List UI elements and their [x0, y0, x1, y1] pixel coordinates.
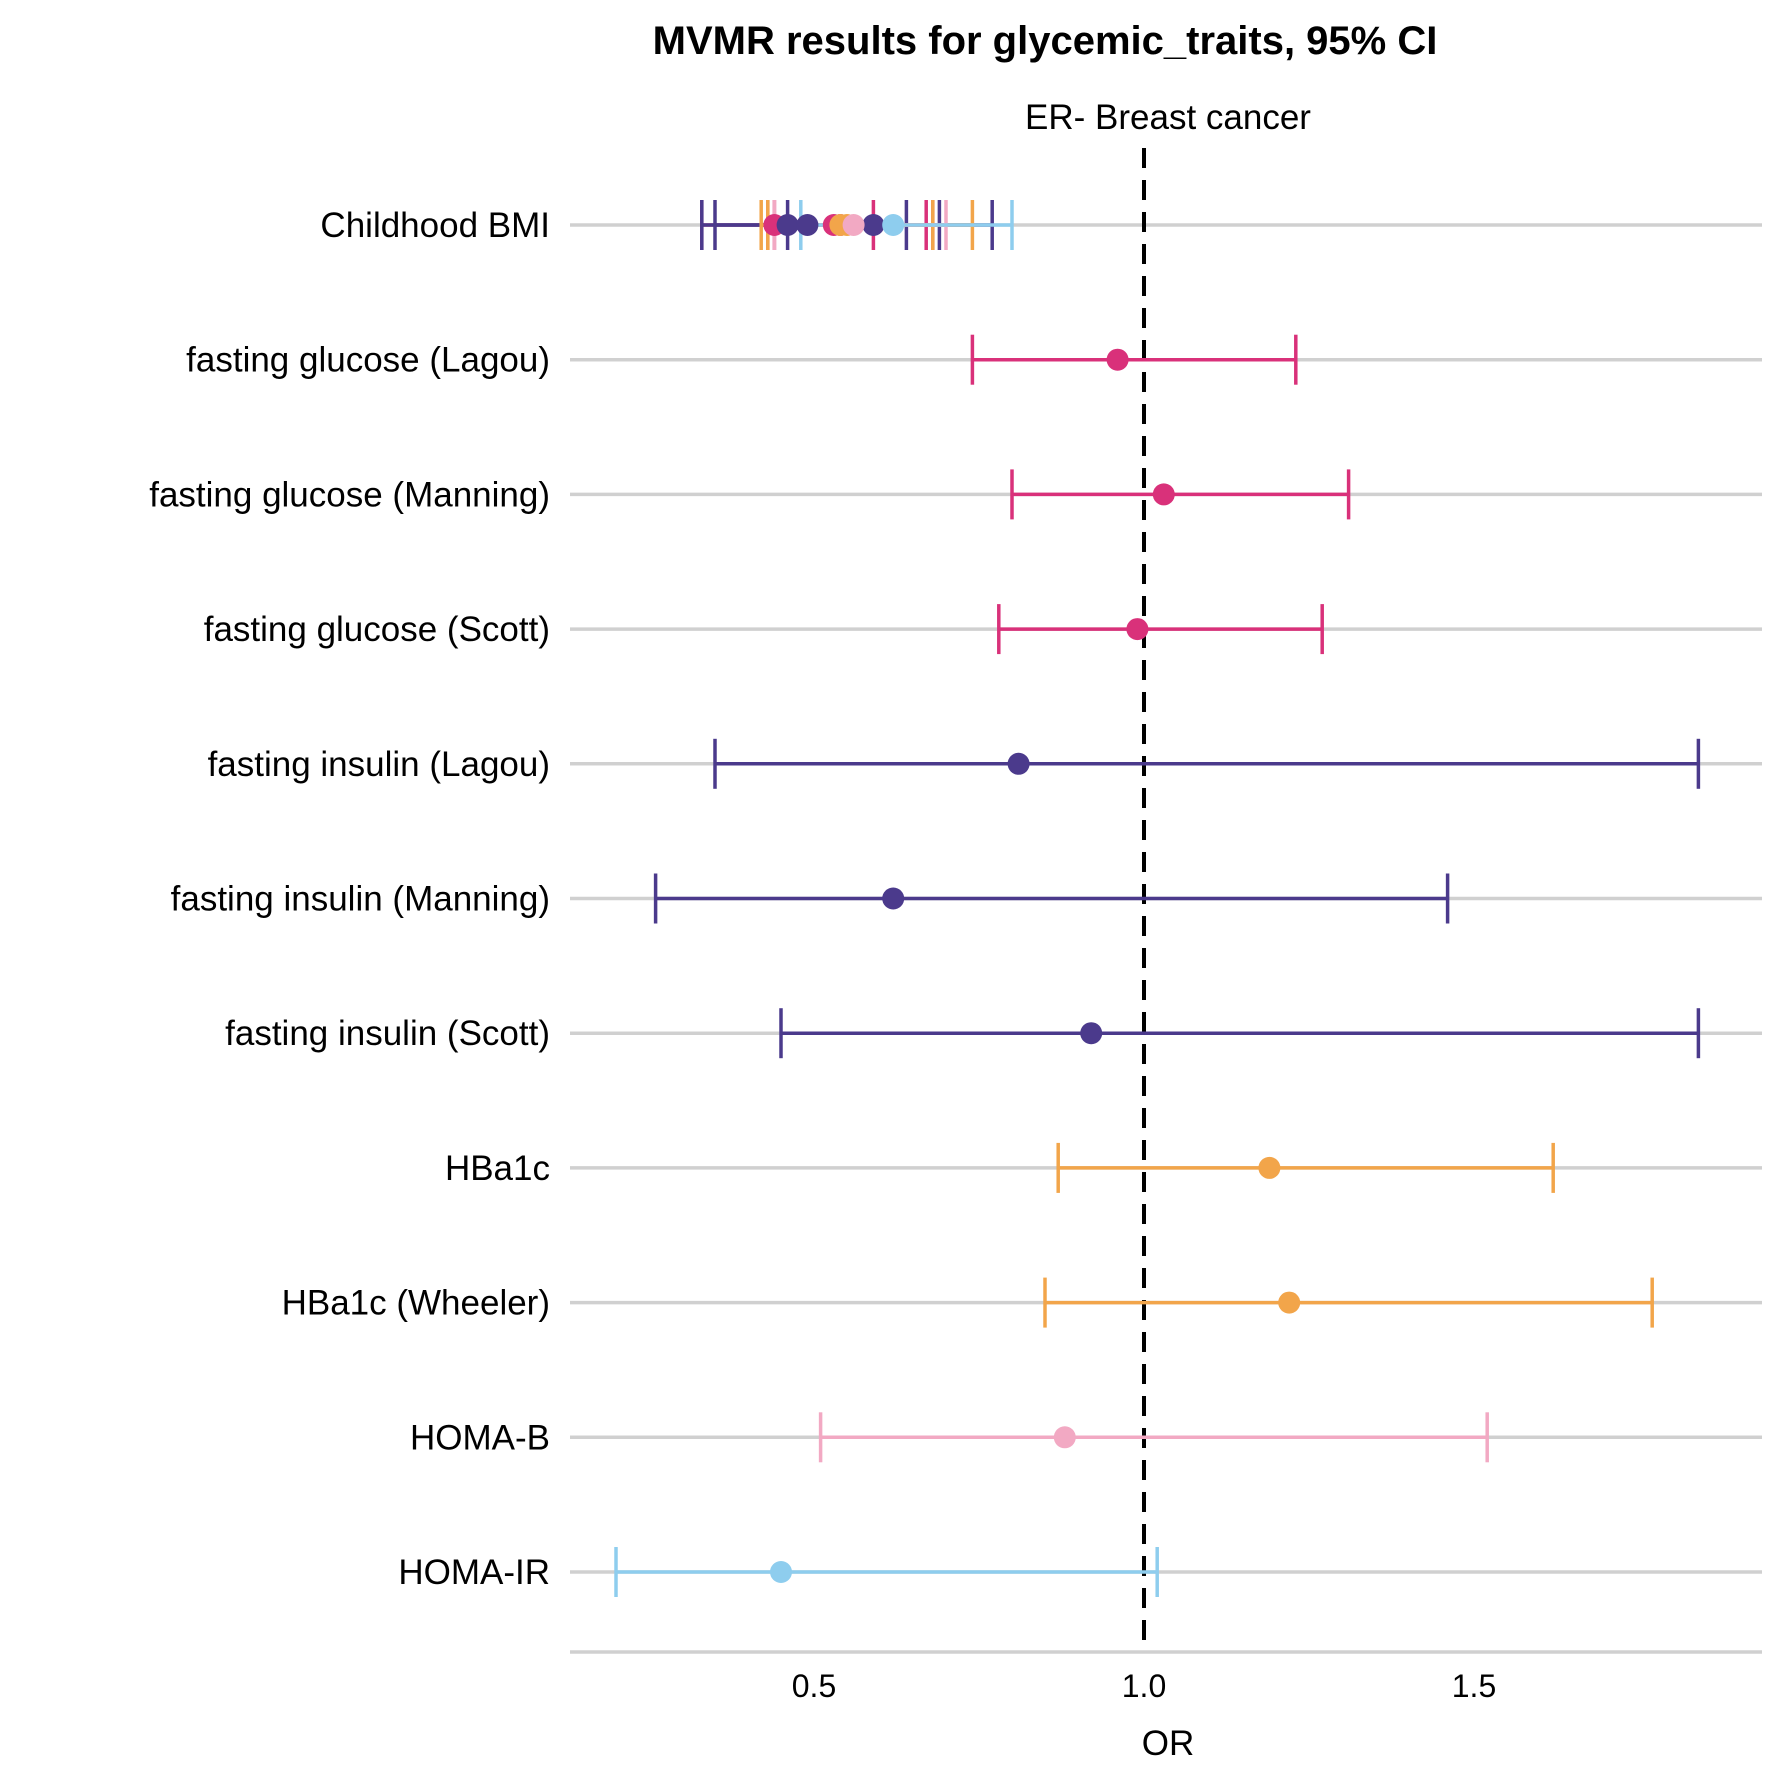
y-tick-label: fasting glucose (Manning) [149, 475, 550, 514]
ci-whisker [653, 873, 1450, 924]
x-axis-title: OR [1142, 1724, 1195, 1763]
ci-whisker [779, 1008, 1701, 1059]
y-tick-label: HOMA-B [410, 1418, 550, 1457]
point-estimate [1258, 1156, 1281, 1179]
y-tick-label: Childhood BMI [320, 206, 550, 245]
point-estimate [1152, 483, 1175, 506]
point-estimate [1278, 1291, 1301, 1314]
y-tick-label: fasting insulin (Manning) [171, 880, 550, 919]
ci-whisker [1043, 1277, 1654, 1328]
y-tick-label: HBa1c (Wheeler) [282, 1284, 550, 1323]
ci-whisker [713, 738, 1701, 789]
y-tick-label: fasting glucose (Scott) [204, 610, 550, 649]
x-tick-label: 0.5 [792, 1668, 836, 1704]
point-estimate [842, 214, 865, 236]
y-tick-label: fasting insulin (Scott) [225, 1014, 550, 1053]
y-tick-label: fasting insulin (Lagou) [208, 745, 550, 784]
point-estimate [882, 214, 905, 236]
point-estimate [862, 214, 885, 236]
ci-whisker [1010, 469, 1351, 520]
x-tick-label: 1.5 [1452, 1668, 1496, 1704]
point-estimate [770, 1561, 792, 1583]
ci-whisker [1056, 1142, 1555, 1193]
ci-whisker [997, 604, 1324, 655]
y-tick-label: HOMA-IR [398, 1553, 550, 1592]
point-estimate [776, 214, 799, 236]
point-estimate [1106, 348, 1129, 371]
point-estimate [1007, 752, 1030, 775]
chart-title: MVMR results for glycemic_traits, 95% CI [653, 19, 1438, 63]
ci-whisker [614, 1547, 1159, 1597]
facet-label: ER- Breast cancer [1025, 98, 1311, 137]
ci-whisker [818, 1412, 1489, 1463]
point-estimate [882, 887, 905, 910]
y-tick-label: HBa1c [445, 1149, 550, 1188]
point-estimate [1053, 1426, 1076, 1449]
x-axis: 0.5 1.0 1.5 [570, 1650, 1762, 1704]
point-estimate [1080, 1022, 1103, 1045]
y-tick-label: fasting glucose (Lagou) [186, 341, 550, 380]
point-estimate [1126, 618, 1149, 641]
point-estimate [796, 214, 819, 236]
y-axis-labels: Childhood BMI fasting glucose (Lagou) fast… [149, 206, 550, 1592]
ci-whisker [970, 334, 1298, 385]
point-estimates [763, 214, 1301, 1583]
x-tick-label: 1.0 [1122, 1668, 1166, 1704]
